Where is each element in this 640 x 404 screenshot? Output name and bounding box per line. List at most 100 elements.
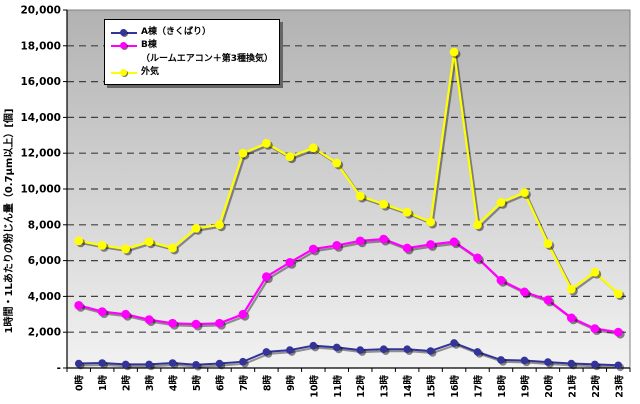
legend-line-marker-icon xyxy=(111,68,137,77)
data-point-marker xyxy=(520,356,529,365)
x-tick-label: 20時 xyxy=(543,375,555,398)
data-point-marker xyxy=(121,244,131,254)
data-point-marker xyxy=(402,243,412,253)
series-line xyxy=(78,341,619,367)
x-tick-label: 7時 xyxy=(238,375,250,392)
data-point-marker xyxy=(192,360,200,369)
y-tick-label: 2,000 xyxy=(28,327,61,339)
data-point-marker xyxy=(426,240,436,249)
x-tick-label: 8時 xyxy=(261,375,273,392)
legend-line-marker-icon xyxy=(111,28,137,37)
data-point-marker xyxy=(520,188,529,197)
x-tick-label: 15時 xyxy=(426,375,438,398)
data-point-marker xyxy=(215,359,224,368)
data-point-marker xyxy=(473,348,482,356)
x-tick-label: 17時 xyxy=(473,375,485,398)
x-tick-label: 4時 xyxy=(168,375,180,392)
data-point-marker xyxy=(590,324,600,334)
x-tick-label: 16時 xyxy=(449,375,461,398)
data-point-marker xyxy=(215,220,224,230)
data-point-marker xyxy=(239,357,247,366)
data-point-marker xyxy=(355,236,365,246)
data-point-marker xyxy=(496,198,506,207)
data-point-marker xyxy=(567,359,576,368)
data-point-marker xyxy=(308,244,318,254)
data-point-marker xyxy=(144,315,154,325)
y-tick-label: 4,000 xyxy=(28,291,61,303)
data-point-marker xyxy=(590,267,600,277)
legend-label: 外気 xyxy=(141,66,160,77)
y-tick-label: 14,000 xyxy=(20,112,61,124)
data-point-marker xyxy=(497,356,505,364)
data-point-marker xyxy=(238,309,248,319)
x-tick-label: 1時 xyxy=(97,375,109,392)
data-point-marker xyxy=(566,284,576,294)
data-point-marker xyxy=(450,339,458,347)
data-point-marker xyxy=(285,257,295,267)
legend-item-building-b: B棟 xyxy=(111,40,273,51)
data-point-marker xyxy=(403,345,411,354)
data-point-marker xyxy=(449,47,459,57)
data-point-marker xyxy=(613,327,623,337)
x-tick-label: 23時 xyxy=(613,375,625,398)
data-point-marker xyxy=(74,300,84,310)
legend-item-building-a: A棟（きくばり） xyxy=(111,27,273,38)
y-tick-label: - xyxy=(57,363,61,375)
x-tick-label: 6時 xyxy=(214,375,226,392)
data-point-marker xyxy=(261,138,271,148)
y-tick-label: 18,000 xyxy=(20,40,61,52)
y-tick-label: 6,000 xyxy=(28,255,61,267)
data-point-marker xyxy=(379,199,389,209)
data-point-marker xyxy=(473,220,482,230)
data-point-marker xyxy=(238,148,248,158)
data-point-marker xyxy=(543,295,553,305)
x-tick-label: 0時 xyxy=(74,375,86,392)
legend: A棟（きくばり） B棟 （ルームエアコン＋第3種換気） 外気 xyxy=(104,19,280,85)
x-tick-label: 19時 xyxy=(519,375,531,398)
data-point-marker xyxy=(473,253,482,263)
x-tick-label: 21時 xyxy=(566,375,578,398)
x-tick-label: 10時 xyxy=(308,375,320,398)
series-1 xyxy=(74,234,625,339)
data-point-marker xyxy=(496,275,506,285)
data-point-marker xyxy=(168,318,177,328)
data-point-marker xyxy=(191,223,201,233)
data-point-marker xyxy=(98,359,106,367)
x-tick-label: 13時 xyxy=(379,375,391,398)
y-tick-label: 20,000 xyxy=(20,5,61,17)
x-tick-label: 3時 xyxy=(144,375,156,392)
data-point-marker xyxy=(566,313,576,323)
y-tick-label: 8,000 xyxy=(28,219,61,231)
data-point-marker xyxy=(379,345,388,354)
x-tick-label: 22時 xyxy=(590,375,602,398)
legend-label-sub: （ルームエアコン＋第3種換気） xyxy=(141,53,273,64)
x-tick-label: 5時 xyxy=(191,375,203,392)
data-point-marker xyxy=(426,217,436,227)
data-point-marker xyxy=(97,240,107,250)
data-point-marker xyxy=(144,237,154,247)
data-point-marker xyxy=(449,237,459,247)
data-point-marker xyxy=(379,234,389,244)
data-point-marker xyxy=(308,143,318,153)
data-point-marker xyxy=(520,287,529,297)
data-point-marker xyxy=(215,318,224,328)
x-tick-label: 11時 xyxy=(332,375,344,398)
data-point-marker xyxy=(591,360,599,369)
data-point-marker xyxy=(613,289,623,299)
data-point-marker xyxy=(145,360,153,369)
x-tick-label: 14時 xyxy=(402,375,414,398)
data-point-marker xyxy=(168,359,177,367)
y-tick-label: 16,000 xyxy=(20,76,61,88)
data-point-marker xyxy=(191,319,201,329)
legend-item-outside-air: 外気 xyxy=(111,67,273,78)
data-point-marker xyxy=(543,239,553,248)
x-tick-label: 9時 xyxy=(285,375,297,392)
data-point-marker xyxy=(97,307,107,317)
data-point-marker xyxy=(121,360,130,369)
data-point-marker xyxy=(544,358,552,366)
x-tick-label: 18時 xyxy=(496,375,508,398)
data-point-marker xyxy=(168,243,177,253)
series-2 xyxy=(74,47,625,301)
